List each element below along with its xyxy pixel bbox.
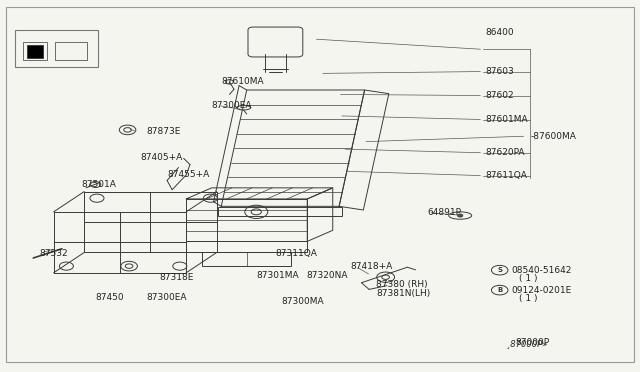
Text: B: B bbox=[497, 287, 502, 293]
Text: 87602: 87602 bbox=[486, 91, 515, 100]
Bar bbox=[15, 30, 99, 67]
Text: 87320NA: 87320NA bbox=[306, 271, 348, 280]
Bar bbox=[27, 45, 44, 58]
Text: ( 1 ): ( 1 ) bbox=[519, 274, 538, 283]
Text: 87611QA: 87611QA bbox=[486, 171, 527, 180]
Text: 87300MA: 87300MA bbox=[282, 297, 324, 306]
Text: -87600MA: -87600MA bbox=[531, 132, 576, 141]
Bar bbox=[202, 252, 291, 266]
Text: 87311QA: 87311QA bbox=[275, 249, 317, 258]
Text: 87620PA: 87620PA bbox=[486, 148, 525, 157]
Bar bbox=[23, 42, 47, 61]
Bar bbox=[55, 42, 87, 61]
Bar bbox=[186, 241, 307, 252]
Text: ( 1 ): ( 1 ) bbox=[519, 294, 538, 303]
Text: 87381N(LH): 87381N(LH) bbox=[376, 289, 430, 298]
Text: 87318E: 87318E bbox=[159, 273, 194, 282]
Text: 87300EA: 87300EA bbox=[147, 293, 187, 302]
Text: 86400: 86400 bbox=[486, 28, 515, 37]
Text: 87000P: 87000P bbox=[515, 339, 549, 347]
Text: 87601MA: 87601MA bbox=[486, 115, 528, 124]
FancyBboxPatch shape bbox=[248, 27, 303, 57]
Text: 87405+A: 87405+A bbox=[140, 153, 182, 162]
Text: 87873E: 87873E bbox=[147, 127, 181, 136]
Text: 64891P: 64891P bbox=[427, 208, 461, 217]
Text: 87603: 87603 bbox=[486, 67, 515, 76]
Text: 87532: 87532 bbox=[40, 249, 68, 258]
Text: ¸87000P»: ¸87000P» bbox=[507, 340, 548, 349]
Bar bbox=[218, 208, 342, 215]
Text: 09124-0201E: 09124-0201E bbox=[511, 286, 572, 295]
Text: S: S bbox=[497, 267, 502, 273]
Text: 87300EA: 87300EA bbox=[212, 101, 252, 110]
Text: 87455+A: 87455+A bbox=[167, 170, 209, 179]
Text: 87418+A: 87418+A bbox=[351, 262, 393, 271]
Text: 87610MA: 87610MA bbox=[221, 77, 264, 86]
Text: 87450: 87450 bbox=[96, 293, 124, 302]
Text: 87380 (RH): 87380 (RH) bbox=[376, 280, 428, 289]
Text: 87301MA: 87301MA bbox=[256, 271, 299, 280]
Text: 87501A: 87501A bbox=[81, 180, 116, 189]
Circle shape bbox=[458, 214, 463, 217]
Text: 08540-51642: 08540-51642 bbox=[511, 266, 572, 275]
